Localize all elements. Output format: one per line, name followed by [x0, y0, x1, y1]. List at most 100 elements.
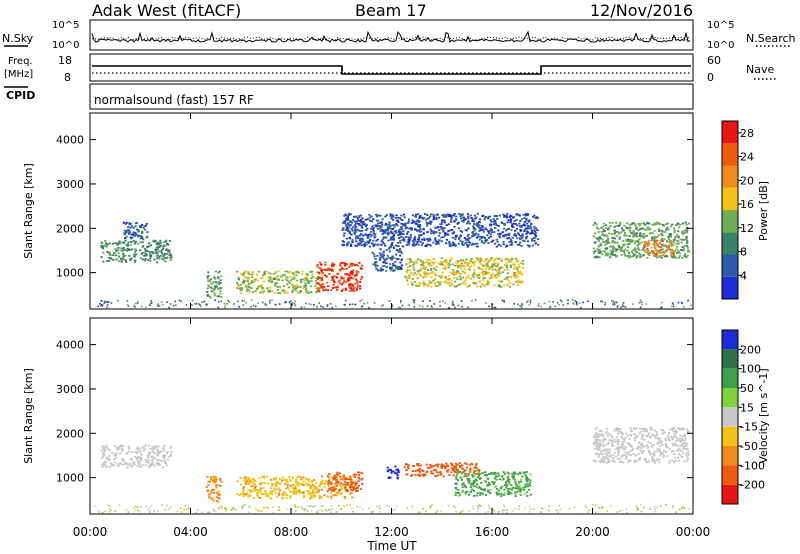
data-cell [211, 488, 214, 491]
data-cell [371, 228, 375, 231]
data-cell [441, 271, 444, 274]
data-cell [647, 244, 650, 247]
data-cell [392, 228, 395, 230]
nsky-trace [91, 30, 691, 43]
ground-scatter-cell [616, 306, 619, 308]
data-cell [361, 220, 364, 223]
data-cell [273, 277, 276, 280]
data-cell [682, 232, 685, 235]
data-cell [434, 464, 438, 466]
data-cell [117, 247, 120, 249]
ground-scatter-cell [172, 304, 175, 307]
data-cell [209, 279, 212, 281]
data-cell [526, 495, 529, 497]
data-cell [634, 225, 637, 227]
data-cell [443, 221, 446, 224]
data-cell [529, 484, 532, 487]
data-cell [662, 456, 665, 459]
data-cell [525, 475, 528, 478]
data-cell [466, 245, 469, 248]
data-cell [404, 275, 407, 278]
data-cell [457, 266, 460, 268]
data-cell [403, 466, 406, 469]
ground-scatter-cell [351, 507, 353, 510]
data-cell [454, 487, 458, 489]
data-cell [478, 268, 481, 270]
data-cell [438, 471, 441, 474]
data-cell [596, 447, 599, 450]
ground-scatter-cell [174, 300, 177, 303]
data-cell [512, 263, 515, 266]
data-cell [119, 452, 122, 455]
data-cell [413, 272, 416, 274]
data-cell [443, 219, 446, 222]
data-cell [680, 427, 683, 430]
data-cell [652, 243, 656, 245]
ground-scatter-cell [588, 509, 590, 511]
data-cell [638, 252, 641, 255]
data-cell [100, 457, 103, 459]
data-cell [482, 274, 485, 277]
data-cell [410, 475, 413, 477]
data-cell [686, 455, 689, 458]
data-cell [249, 291, 252, 293]
data-cell [607, 432, 610, 435]
data-cell [350, 228, 353, 230]
data-cell [639, 235, 642, 238]
data-cell [497, 258, 500, 260]
data-cell [253, 487, 256, 490]
data-cell [117, 252, 120, 255]
data-cell [292, 484, 295, 486]
data-cell [468, 268, 471, 271]
data-cell [424, 284, 427, 286]
data-cell [371, 251, 374, 254]
data-cell [348, 236, 351, 239]
data-cell [606, 235, 609, 238]
data-cell [287, 280, 290, 283]
ground-scatter-cell [265, 304, 268, 306]
data-cell [236, 493, 239, 495]
data-cell [148, 251, 151, 253]
data-cell [639, 444, 642, 447]
data-cell [611, 222, 614, 224]
data-cell [454, 261, 457, 264]
ground-scatter-cell [448, 307, 450, 309]
ground-scatter-cell [285, 301, 287, 303]
data-cell [463, 475, 466, 478]
data-cell [657, 234, 660, 236]
data-cell [327, 268, 330, 271]
data-cell [473, 229, 477, 232]
ground-scatter-cell [518, 505, 521, 507]
data-cell [424, 261, 427, 264]
data-cell [372, 239, 375, 242]
data-cell [510, 484, 513, 486]
data-cell [389, 238, 392, 241]
data-cell [447, 465, 450, 468]
data-cell [600, 450, 604, 452]
data-cell [382, 250, 385, 253]
data-cell [372, 218, 375, 221]
data-cell [346, 280, 349, 283]
data-cell [370, 215, 373, 218]
data-cell [241, 490, 244, 493]
data-cell [123, 232, 126, 234]
data-cell [668, 235, 671, 238]
data-cell [507, 219, 510, 221]
data-cell [451, 263, 454, 266]
data-cell [133, 242, 136, 245]
data-cell [530, 222, 533, 225]
data-cell [439, 471, 442, 473]
data-cell [437, 234, 441, 237]
data-cell [270, 276, 273, 279]
data-cell [100, 256, 103, 258]
data-cell [464, 283, 467, 285]
data-cell [628, 243, 631, 245]
ground-scatter-cell [382, 304, 384, 306]
data-cell [144, 225, 147, 227]
data-cell [400, 226, 403, 228]
ground-scatter-cell [379, 507, 381, 510]
data-cell [137, 456, 141, 459]
data-cell [495, 277, 498, 279]
data-cell [415, 222, 418, 225]
ground-scatter-cell [485, 302, 487, 304]
